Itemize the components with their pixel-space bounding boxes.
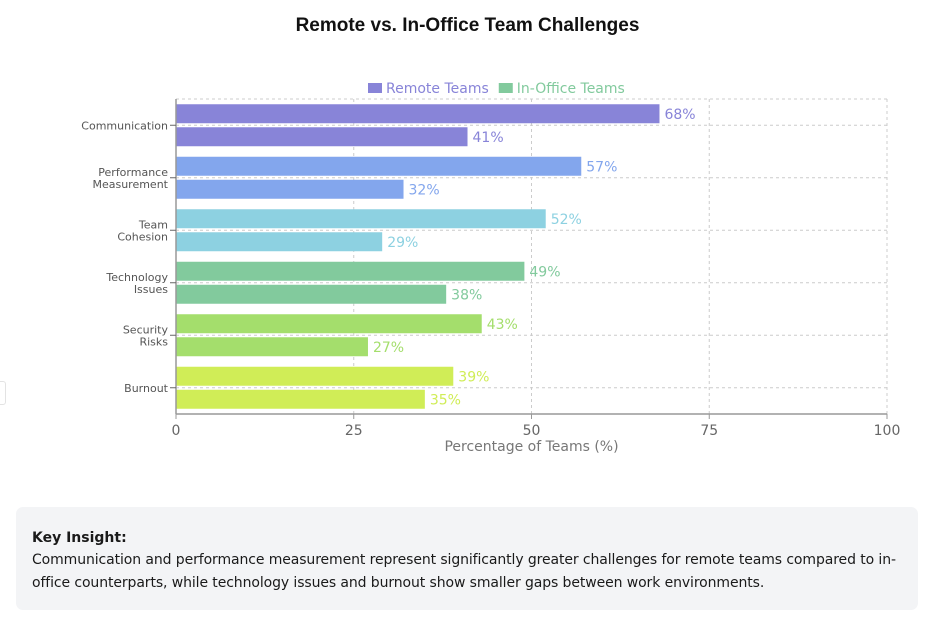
y-tick-label-line: Issues	[134, 283, 168, 296]
bar-chart: 68% 41% 57% 32% 52% 29% 49% 38% 43% 27% 39% 35% 0 25…	[81, 81, 900, 455]
x-tick-label: 0	[172, 423, 181, 439]
y-tick-label-line: Team	[138, 218, 168, 231]
bar-remote	[176, 156, 582, 176]
bar-remote	[176, 261, 525, 281]
bar-remote	[176, 104, 660, 124]
y-tick-label-line: Burnout	[124, 382, 169, 395]
bar-in-office	[176, 232, 383, 252]
y-tick-label-line: Technology	[105, 271, 168, 284]
data-label: 49%	[529, 264, 560, 280]
y-tick-label: Performance Measurement	[92, 166, 168, 191]
bar-remote	[176, 209, 546, 229]
data-label: 38%	[451, 287, 482, 303]
bar-in-office	[176, 127, 468, 147]
x-tick-label: 75	[700, 423, 718, 439]
legend-swatch	[368, 83, 382, 93]
y-tick-label: Security Risks	[123, 323, 169, 348]
bars: 68% 41% 57% 32% 52% 29% 49% 38% 43% 27% 39% 35%	[176, 104, 696, 409]
y-tick-label-line: Measurement	[92, 178, 168, 191]
y-tick-label-line: Communication	[81, 119, 168, 132]
data-label: 39%	[458, 369, 489, 385]
bar-in-office	[176, 179, 404, 199]
insight-title: Key Insight:	[32, 530, 127, 546]
axes: 0 25 50 75 100 Percentage of Teams (%) Communi…	[81, 99, 900, 455]
data-label: 57%	[586, 159, 617, 175]
legend-swatch	[498, 83, 513, 93]
y-tick-label: Team Cohesion	[117, 218, 168, 243]
y-tick-label: Communication	[81, 119, 168, 132]
grid-lines	[175, 98, 888, 414]
bar-in-office	[176, 337, 368, 357]
x-tick-label: 50	[523, 423, 541, 439]
bar-remote	[176, 366, 454, 386]
data-label: 43%	[487, 317, 518, 333]
chart-title: Remote vs. In-Office Team Challenges	[295, 15, 640, 36]
insight-text: Communication and performance measuremen…	[32, 552, 896, 591]
bar-remote	[176, 314, 482, 334]
y-tick-label-line: Risks	[139, 335, 168, 348]
legend: Remote Teams In-Office Teams	[368, 81, 625, 97]
y-tick-label-line: Performance	[98, 166, 168, 179]
data-label: 27%	[373, 340, 404, 356]
y-tick-label: Burnout	[124, 382, 169, 395]
tooltip-edge	[0, 381, 6, 405]
data-label: 32%	[409, 182, 440, 198]
y-tick-label-line: Cohesion	[117, 230, 168, 243]
y-tick-label: Technology Issues	[105, 271, 168, 296]
legend-item-in-office: In-Office Teams	[498, 81, 625, 97]
legend-label: Remote Teams	[386, 81, 489, 97]
key-insight-panel: Key Insight: Communication and performan…	[16, 507, 918, 610]
x-tick-label: 25	[345, 423, 363, 439]
data-label: 29%	[387, 235, 418, 251]
x-axis-label: Percentage of Teams (%)	[444, 439, 618, 455]
data-label: 52%	[551, 212, 582, 228]
bar-in-office	[176, 389, 425, 409]
x-tick-label: 100	[874, 423, 901, 439]
bar-in-office	[176, 284, 447, 304]
legend-label: In-Office Teams	[517, 81, 625, 97]
data-label: 41%	[473, 130, 504, 146]
y-tick-label-line: Security	[123, 323, 169, 336]
legend-item-remote: Remote Teams	[368, 81, 489, 97]
data-label: 35%	[430, 392, 461, 408]
data-label: 68%	[664, 107, 695, 123]
